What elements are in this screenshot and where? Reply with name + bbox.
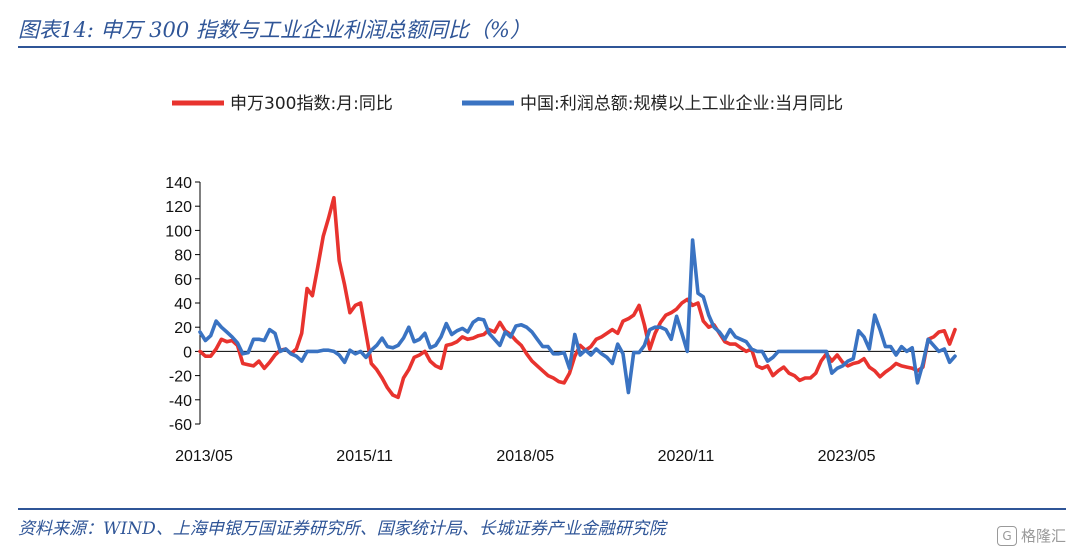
y-tick-label: -60	[169, 417, 192, 434]
series-line-2	[198, 238, 957, 395]
legend-label-2: 中国:利润总额:规模以上工业企业:当月同比	[520, 94, 843, 114]
x-tick-label: 2018/05	[496, 448, 554, 465]
chart-legend: 申万300指数:月:同比 中国:利润总额:规模以上工业企业:当月同比	[172, 94, 843, 114]
y-tick-label: 140	[165, 175, 192, 192]
watermark: G 格隆汇	[996, 525, 1066, 546]
series-lines	[198, 195, 957, 400]
x-tick-label: 2013/05	[175, 448, 233, 465]
y-tick-label: -20	[169, 369, 192, 386]
y-tick-label: 120	[165, 199, 192, 216]
y-tick-label: 60	[174, 272, 192, 289]
title-rule	[18, 46, 1066, 48]
chart-title: 图表14: 申万 300 指数与工业企业利润总额同比（%）	[18, 18, 531, 42]
y-tick-label: 40	[174, 296, 192, 313]
footer-rule	[18, 508, 1066, 510]
line-chart: 申万300指数:月:同比 中国:利润总额:规模以上工业企业:当月同比 140 120…	[165, 94, 957, 465]
y-tick-label: 100	[165, 223, 192, 240]
x-tick-label: 2023/05	[818, 448, 876, 465]
y-axis: 140 120 100 80 60 40 20 0 -20 -40 -60	[165, 175, 201, 434]
y-tick-label: 80	[174, 248, 192, 265]
x-tick-label: 2015/11	[336, 448, 393, 465]
watermark-logo-icon: G	[996, 525, 1017, 546]
watermark-text: 格隆汇	[1020, 527, 1066, 545]
legend-label-1: 申万300指数:月:同比	[230, 94, 393, 114]
x-tick-label: 2020/11	[658, 448, 715, 465]
source-note: 资料来源：WIND、上海申银万国证券研究所、国家统计局、长城证券产业金融研究院	[18, 519, 666, 539]
y-tick-label: 20	[174, 320, 192, 337]
y-tick-label: 0	[183, 344, 192, 361]
y-tick-label: -40	[169, 393, 192, 410]
